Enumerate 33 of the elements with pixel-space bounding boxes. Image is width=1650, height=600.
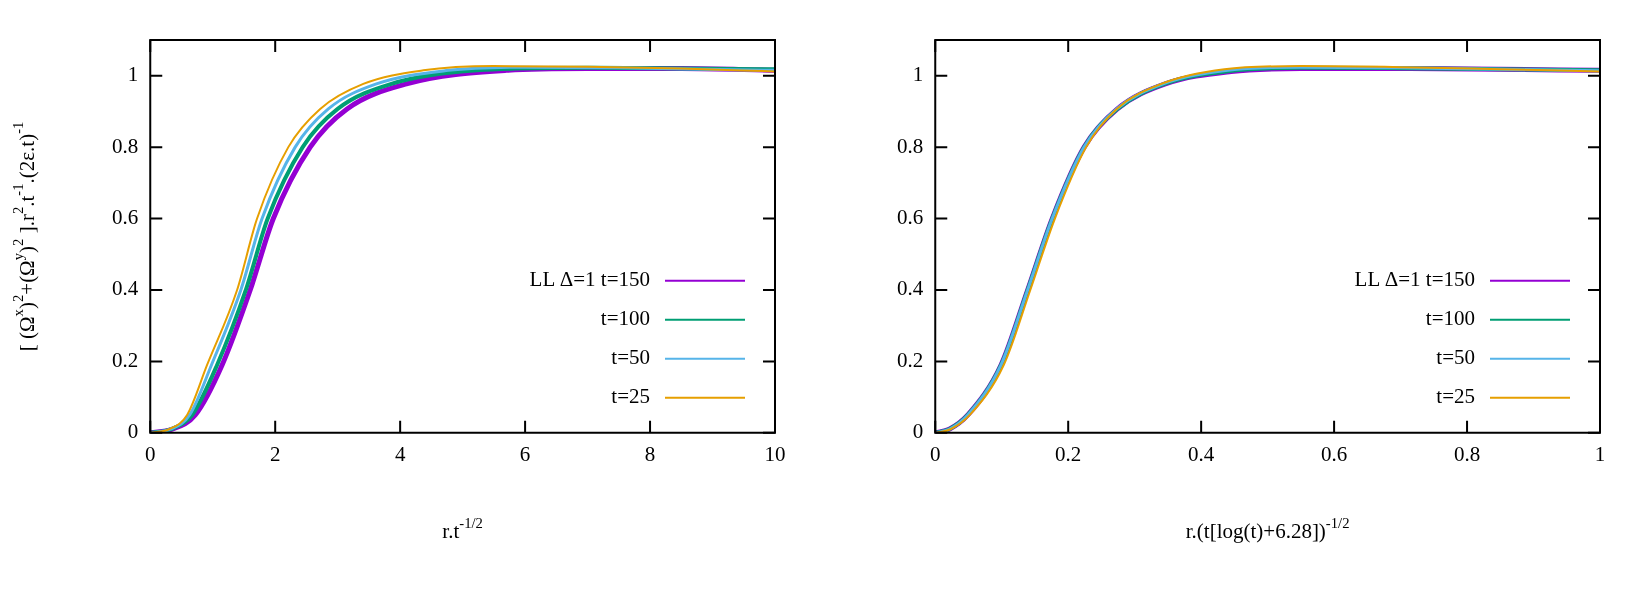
x-tick-label: 0.2	[1055, 441, 1082, 466]
legend-label: t=50	[1436, 345, 1475, 370]
x-tick-label: 0	[145, 441, 156, 466]
y-tick-label: 0.8	[897, 133, 924, 158]
x-tick-label: 1	[1594, 441, 1606, 466]
x-tick-label: 2	[269, 441, 281, 466]
x-tick-label: 4	[394, 441, 406, 466]
y-tick-label: 0	[127, 419, 139, 444]
legend-label: LL Δ=1 t=150	[1354, 267, 1475, 292]
x-tick-label: 0	[930, 441, 941, 466]
legend-label: t=100	[600, 306, 650, 331]
y-tick-label: 0.2	[112, 347, 139, 372]
y-tick-label: 0.2	[897, 347, 924, 372]
y-tick-label: 0	[912, 419, 924, 444]
legend-label: LL Δ=1 t=150	[529, 267, 650, 292]
y-tick-label: 0.8	[112, 133, 139, 158]
y-tick-label: 1	[912, 62, 924, 87]
x-tick-label: 6	[519, 441, 531, 466]
text: [ (Ωx)2+(Ωy)2 ].r2.t-1.(2ε.t)-1	[10, 121, 39, 352]
y-tick-label: 0.4	[112, 276, 139, 301]
y-tick-label: 0.6	[112, 205, 139, 230]
y-tick-label: 0.6	[897, 205, 924, 230]
x-tick-label: 10	[764, 441, 786, 466]
x-tick-label: 0.8	[1453, 441, 1481, 466]
x-tick-label: 0.4	[1188, 441, 1215, 466]
legend-label: t=100	[1425, 306, 1475, 331]
legend-label: t=50	[611, 345, 650, 370]
y-tick-label: 0.4	[897, 276, 924, 301]
x-tick-label: 8	[644, 441, 656, 466]
x-tick-label: 0.6	[1320, 441, 1348, 466]
legend-label: t=25	[1436, 384, 1475, 409]
y-tick-label: 1	[127, 62, 139, 87]
legend-label: t=25	[611, 384, 650, 409]
